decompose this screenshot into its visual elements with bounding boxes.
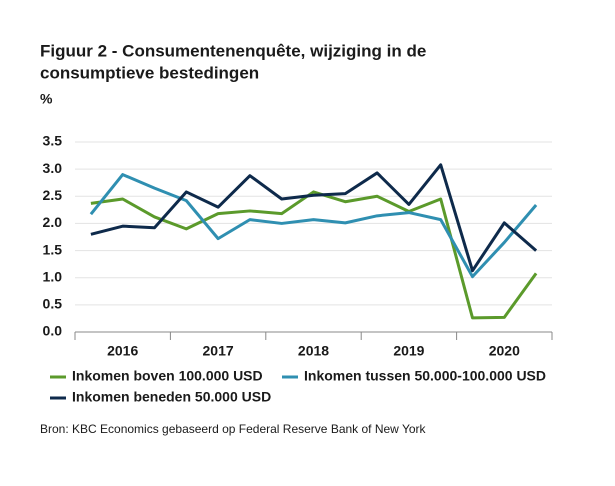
x-tick-label: 2019 xyxy=(393,343,424,359)
legend-label: Inkomen beneden 50.000 USD xyxy=(72,389,271,405)
y-axis-label: % xyxy=(40,91,53,107)
source: Bron: KBC Economics gebaseerd op Federal… xyxy=(40,422,427,436)
chart-title: Figuur 2 - Consumentenenquête, wijziging… xyxy=(40,41,426,60)
x-tick-label: 2020 xyxy=(489,343,520,359)
y-tick-label: 0.5 xyxy=(43,296,63,312)
chart-title: consumptieve bestedingen xyxy=(40,63,259,82)
series-line xyxy=(90,163,538,273)
series-line xyxy=(90,190,538,320)
x-tick-label: 2018 xyxy=(298,343,329,359)
y-tick-label: 2.5 xyxy=(43,187,63,203)
x-tick-label: 2016 xyxy=(107,343,138,359)
legend-label: Inkomen tussen 50.000-100.000 USD xyxy=(304,368,546,384)
series-line xyxy=(89,173,538,279)
y-tick-label: 2.0 xyxy=(43,214,63,230)
legend-label: Inkomen boven 100.000 USD xyxy=(72,368,263,384)
y-tick-label: 3.0 xyxy=(43,160,63,176)
y-tick-label: 1.5 xyxy=(43,241,63,257)
y-tick-label: 1.0 xyxy=(43,268,63,284)
x-tick-label: 2017 xyxy=(203,343,234,359)
y-tick-label: 3.5 xyxy=(43,133,63,149)
y-tick-label: 0.0 xyxy=(43,323,63,339)
